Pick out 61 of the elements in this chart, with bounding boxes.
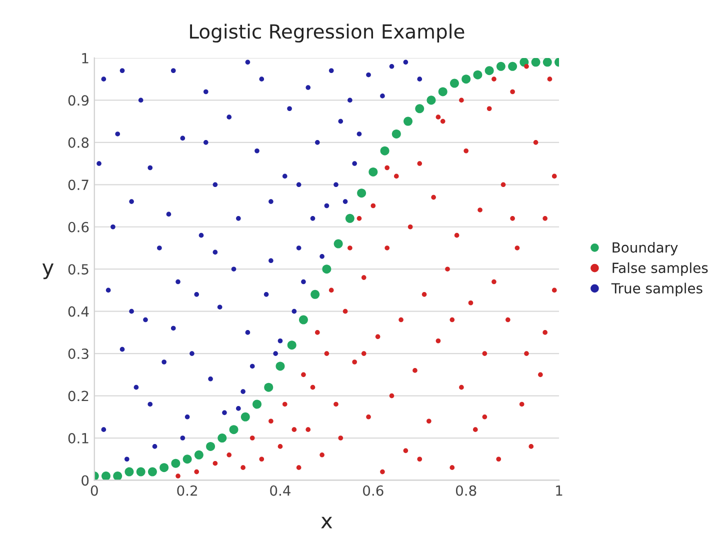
point [542, 58, 552, 67]
y-tick-label: 0.5 [68, 264, 88, 275]
chart-title: Logistic Regression Example [190, 24, 464, 43]
point [426, 96, 436, 105]
point [473, 70, 482, 80]
point [287, 340, 296, 350]
point [148, 467, 157, 476]
y-tick-label: 0.6 [68, 222, 89, 232]
point [264, 382, 274, 392]
y-tick-label: 1 [82, 53, 88, 64]
x-tick-label: 0.8 [456, 485, 476, 496]
point [240, 412, 250, 422]
point [206, 442, 216, 451]
y-tick-label: 0.9 [68, 95, 89, 106]
point [380, 146, 390, 156]
point [160, 463, 169, 472]
point [368, 167, 378, 176]
point [298, 315, 308, 324]
point [124, 467, 134, 476]
legend-label: True samples [611, 282, 702, 296]
point [496, 62, 506, 71]
point [345, 214, 354, 223]
point [171, 458, 180, 468]
point [531, 58, 540, 67]
point [484, 66, 494, 76]
point [334, 239, 343, 248]
y-tick-label: 0.1 [68, 432, 88, 444]
point [276, 362, 285, 371]
point [462, 74, 471, 84]
x-tick-label: 0.4 [270, 485, 290, 496]
point [194, 450, 204, 460]
y-tick-label: 0.3 [68, 348, 88, 360]
point [392, 129, 401, 138]
point [322, 264, 332, 274]
legend-label: Boundary [612, 242, 678, 256]
y-tick-label: 0 [82, 475, 89, 486]
point [218, 434, 227, 443]
x-tick-label: 0.6 [363, 485, 384, 496]
point [357, 188, 366, 198]
x-tick-label: 0 [90, 485, 98, 496]
point [136, 467, 146, 476]
point [113, 472, 122, 480]
point [310, 290, 320, 299]
point [508, 62, 518, 71]
y-axis-title: y [42, 263, 54, 280]
x-axis-title: x [321, 516, 332, 528]
legend-label: False samples [612, 262, 708, 276]
point [182, 454, 192, 464]
point [101, 472, 110, 480]
point [438, 87, 448, 96]
y-tick-label: 0.8 [68, 137, 89, 148]
x-tick-label: 1 [556, 486, 562, 496]
point [252, 400, 262, 409]
y-tick-label: 0.2 [68, 390, 88, 402]
y-tick-label: 0.7 [68, 180, 88, 190]
y-tick-label: 0.4 [68, 306, 89, 317]
point [450, 78, 459, 88]
point [229, 425, 238, 434]
point [404, 116, 413, 126]
x-tick-label: 0.2 [177, 485, 197, 496]
point [415, 104, 424, 114]
